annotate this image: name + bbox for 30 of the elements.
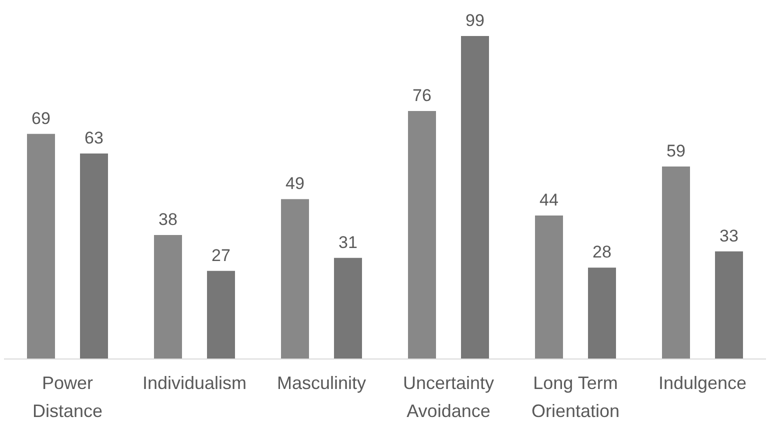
data-label: 99 <box>466 11 484 30</box>
data-label: 76 <box>412 86 432 106</box>
data-label: 59 <box>666 142 686 161</box>
data-label: 31 <box>338 232 358 252</box>
data-label: 27 <box>212 246 230 265</box>
bar <box>281 199 309 359</box>
data-label: 63 <box>84 128 104 148</box>
bar <box>207 270 235 359</box>
bar <box>535 215 563 359</box>
data-label: 69 <box>32 108 50 128</box>
x-tick-label: Uncertainty Avoidance <box>402 373 494 421</box>
bar <box>662 166 690 359</box>
bar <box>334 258 362 359</box>
x-tick-label: Long Term Orientation <box>531 373 620 421</box>
data-label: 49 <box>286 174 304 194</box>
bar <box>154 235 182 359</box>
x-tick-label: Power Distance <box>32 373 103 421</box>
bar <box>27 134 55 359</box>
x-tick-label: Masculinity <box>276 373 366 393</box>
bar <box>80 153 108 359</box>
data-label: 33 <box>720 226 738 246</box>
bar <box>588 268 616 359</box>
bar <box>715 251 743 359</box>
bar <box>408 111 436 359</box>
data-label: 44 <box>540 190 558 210</box>
data-label: 28 <box>592 242 612 262</box>
bar <box>461 36 489 359</box>
x-tick-label: Individualism <box>142 373 247 393</box>
data-label: 38 <box>158 210 178 230</box>
x-tick-label: Indulgence <box>658 373 747 393</box>
